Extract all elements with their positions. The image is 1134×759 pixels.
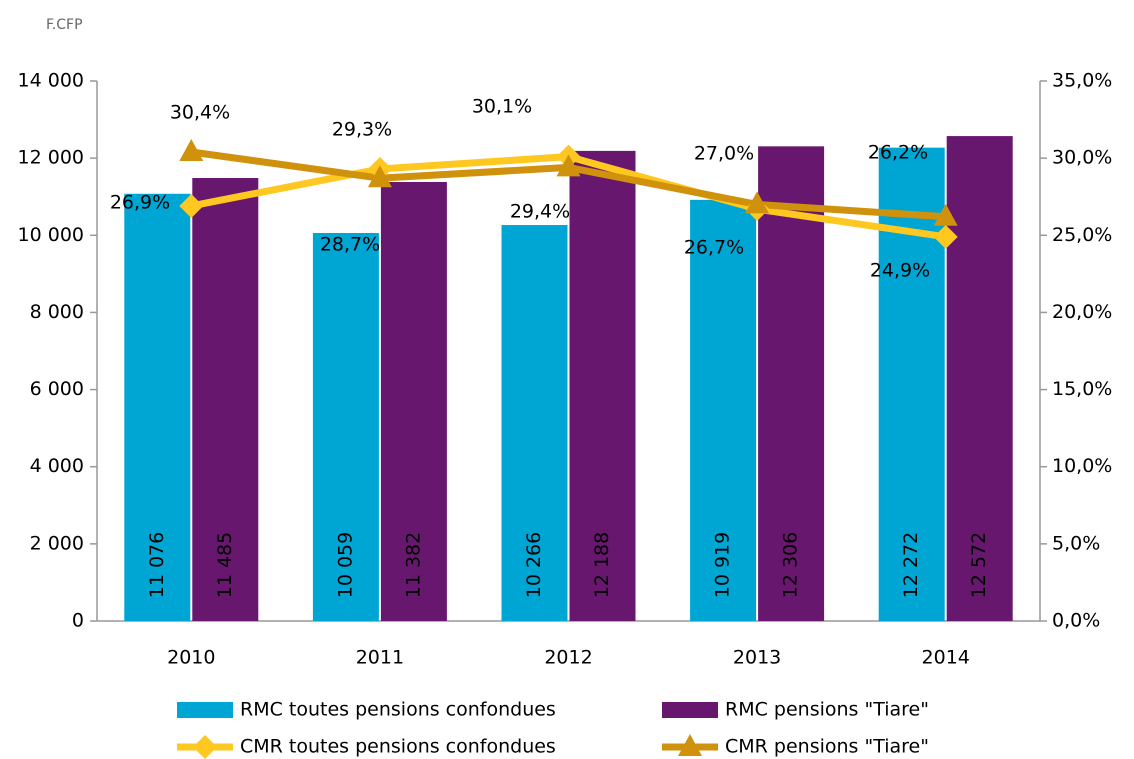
bar-value-label: 12 306 [780,532,802,598]
bar-value-label: 12 188 [591,532,613,598]
bar [946,136,1013,621]
bar [312,233,379,621]
line-value-label: 29,3% [332,119,392,141]
y-tick-label: 2 000 [30,532,84,554]
x-tick-label: 2012 [544,647,592,669]
bar-value-label: 12 272 [900,532,922,598]
y2-tick-label: 20,0% [1052,301,1112,323]
legend-label: RMC toutes pensions confondues [240,699,556,721]
bar [124,193,191,622]
bar-value-label: 11 076 [146,532,168,598]
y2-tick-label: 25,0% [1052,224,1112,246]
legend-marker [678,734,702,756]
bar-value-label: 11 485 [214,532,236,598]
x-tick-label: 2011 [356,647,404,669]
line-value-label: 30,1% [472,96,532,118]
bar [380,181,447,622]
line-marker [179,193,204,218]
bar-value-label: 10 919 [712,532,734,598]
y-tick-label: 6 000 [30,378,84,400]
x-tick-label: 2010 [167,647,215,669]
bar [501,225,568,622]
bar-value-label: 10 059 [334,532,356,598]
line-marker [556,154,581,177]
line-value-label: 26,2% [868,142,928,164]
line-value-label: 26,9% [110,192,170,214]
line-value-label: 29,4% [510,201,570,223]
x-tick-label: 2013 [733,647,781,669]
y2-tick-label: 15,0% [1052,378,1112,400]
line-value-label: 26,7% [684,237,744,259]
bar [690,199,757,622]
bar [569,150,636,622]
y-tick-label: 12 000 [18,147,84,169]
line-marker [933,224,958,249]
bar-value-label: 12 572 [968,532,990,598]
y-tick-label: 14 000 [18,70,84,92]
bar [758,146,825,621]
y-tick-label: 8 000 [30,301,84,323]
line-value-label: 27,0% [694,143,754,165]
bar [192,178,259,621]
y2-tick-label: 30,0% [1052,147,1112,169]
legend-marker [193,735,217,759]
line-value-label: 24,9% [870,260,930,282]
y2-tick-label: 35,0% [1052,70,1112,92]
legend-label: CMR pensions "Tiare" [725,736,929,758]
y2-tick-label: 0,0% [1052,610,1100,632]
y2-tick-label: 10,0% [1052,455,1112,477]
bar-value-label: 11 382 [402,532,424,598]
y-tick-label: 4 000 [30,455,84,477]
legend-swatch [177,702,233,718]
line-marker [367,165,392,188]
line-marker [933,203,958,226]
line-value-label: 30,4% [170,102,230,124]
y-tick-label: 0 [72,610,84,632]
legend-label: RMC pensions "Tiare" [725,699,929,721]
unit-label: F.CFP [46,17,83,33]
line-marker [179,138,204,161]
line-marker [745,191,770,214]
line-value-label: 28,7% [320,234,380,256]
bar-value-label: 10 266 [523,532,545,598]
y-tick-label: 10 000 [18,224,84,246]
legend-label: CMR toutes pensions confondues [240,736,556,758]
legend-swatch [662,702,718,718]
y2-tick-label: 5,0% [1052,532,1100,554]
x-tick-label: 2014 [922,647,970,669]
